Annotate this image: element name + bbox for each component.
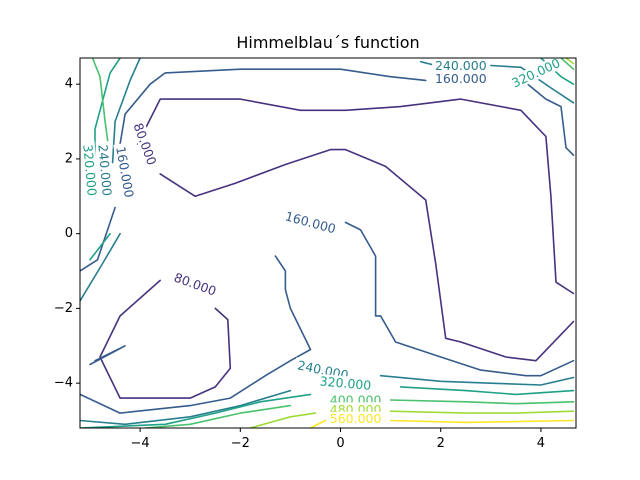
svg-text:80.000: 80.000: [172, 270, 218, 299]
x-tick-label: 2: [437, 436, 445, 451]
contour-label-80-0: 80.000: [130, 118, 161, 170]
contour-line-400-1: [144, 404, 292, 428]
svg-text:240.000: 240.000: [435, 58, 487, 73]
contour-line-240-4: [80, 389, 292, 426]
contour-line-240-5: [379, 374, 575, 386]
contour-line-400-3: [560, 58, 575, 70]
contour-line-560-0: [309, 419, 327, 428]
contour-label-320-0: 320.000: [80, 140, 100, 200]
contour-line-320-1: [89, 232, 111, 261]
svg-text:320.000: 320.000: [509, 55, 562, 90]
y-tick-label: 4: [65, 77, 73, 92]
chart-title: Himmelblau´s function: [236, 33, 419, 52]
contour-label-240-0: 240.000: [95, 140, 115, 200]
x-tick-label: 4: [537, 436, 545, 451]
contour-line-240-0: [111, 58, 141, 164]
contour-label-160-2: 160.000: [281, 208, 340, 237]
y-tick-label: 0: [65, 226, 73, 241]
contour-lines: [80, 58, 575, 428]
y-tick-label: −2: [54, 301, 73, 316]
svg-text:160.000: 160.000: [435, 71, 487, 86]
contour-line-80-1: [159, 148, 575, 362]
y-axis: −4 −2 0 2 4: [54, 77, 80, 391]
contour-line-160-0: [116, 68, 427, 160]
contour-line-160-3: [89, 345, 126, 366]
svg-text:240.000: 240.000: [95, 144, 114, 197]
x-tick-label: −4: [131, 436, 150, 451]
axes-frame: [79, 57, 577, 429]
x-axis: −4 −2 0 2 4: [131, 428, 545, 451]
contour-label-160-0: 160.000: [113, 142, 137, 202]
contour-line-320-3: [399, 386, 575, 396]
x-tick-label: 0: [336, 436, 344, 451]
svg-text:560.000: 560.000: [330, 411, 382, 426]
contour-line-240-3: [80, 232, 121, 302]
contour-label-240-1: 240.000: [432, 58, 490, 73]
y-tick-label: −4: [54, 376, 73, 391]
contour-line-160-1: [520, 77, 575, 156]
contour-label-160-1: 160.000: [432, 71, 490, 86]
contour-label-560-0: 560.000: [327, 411, 385, 426]
contour-line-480-2: [565, 58, 575, 65]
svg-text:80.000: 80.000: [131, 121, 160, 167]
contour-line-160-4: [80, 255, 312, 414]
contour-label-320-2: 320.000: [316, 373, 375, 393]
svg-text:320.000: 320.000: [319, 373, 372, 392]
contour-line-480-1: [389, 410, 575, 414]
svg-text:320.000: 320.000: [80, 144, 99, 197]
contour-line-80-0: [136, 98, 575, 295]
contour-line-400-0: [91, 58, 111, 160]
contour-line-320-2: [80, 393, 312, 428]
contour-line-480-0: [249, 412, 317, 428]
contour-line-160-5: [344, 221, 575, 377]
svg-text:160.000: 160.000: [113, 145, 137, 199]
svg-text:160.000: 160.000: [284, 208, 338, 236]
contour-label-80-1: 80.000: [169, 269, 221, 300]
contour-line-80-2: [99, 279, 232, 399]
x-tick-label: −2: [231, 436, 250, 451]
contour-line-400-2: [389, 399, 575, 405]
contour-line-160-2: [80, 206, 116, 272]
y-tick-label: 2: [65, 151, 73, 166]
contour-line-560-1: [389, 419, 575, 424]
